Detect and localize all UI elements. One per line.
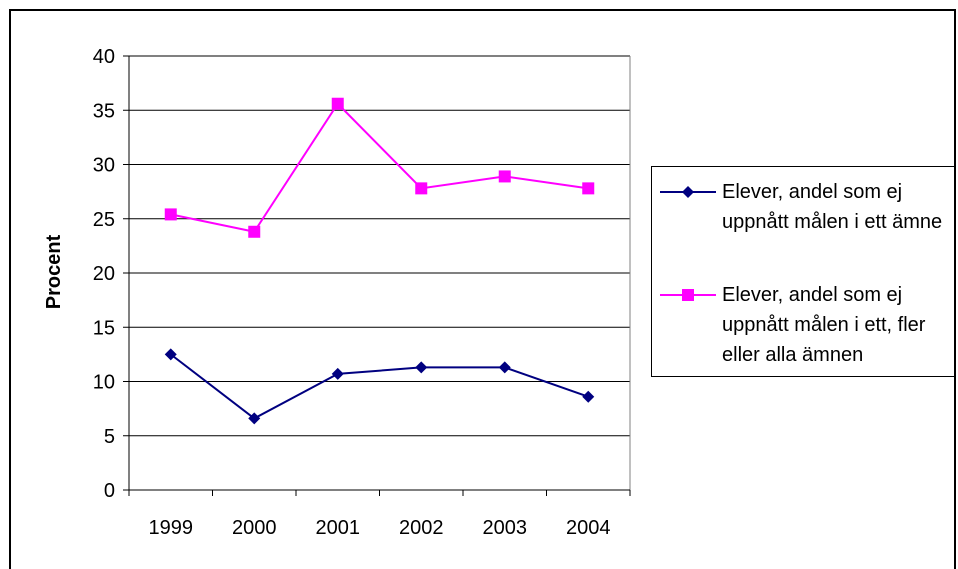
y-tick-label-40: 40 [93,46,115,68]
y-tick-label-5: 5 [104,426,115,448]
series-2-line [170,102,589,233]
x-tick-label-2002: 2002 [399,517,444,539]
legend-label-series-1: Elever, andel som ej uppnått målen i ett… [722,181,943,233]
y-tick-label-25: 25 [93,209,115,231]
series-2-point-2002 [415,182,428,195]
legend-swatch-series-1 [660,186,716,198]
y-tick-label-35: 35 [93,100,115,122]
series-2-point-2000 [248,225,261,238]
series-2 [164,97,595,238]
legend-swatch-series-2 [660,289,716,301]
legend-label-series-2: Elever, andel som ej uppnått målen i ett… [722,284,926,366]
y-tick-label-10: 10 [93,372,115,394]
legend: Elever, andel som ej uppnått målen i ett… [651,166,955,377]
chart-frame [9,9,956,569]
x-tick-label-2003: 2003 [483,517,528,539]
y-axis-label: Procent [43,234,65,309]
series-2-point-2001 [331,97,344,110]
gridlines [129,55,631,490]
y-tick-label-15: 15 [93,317,115,339]
y-tick-label-20: 20 [93,263,115,285]
series-2-point-2004 [582,182,595,195]
y-tick-label-0: 0 [104,480,115,502]
series-1-point-2001 [331,367,344,380]
series-1-line [170,353,589,420]
series-lines [164,97,595,425]
series-1-point-2002 [415,361,428,374]
y-tick-label-30: 30 [93,155,115,177]
axes [123,55,631,496]
tick-labels: 0 5 10 15 20 25 30 35 40 1999 2000 2001 2002 2003 2004 [93,46,611,539]
series-1-point-2004 [582,390,595,403]
series-2-point-2003 [498,170,511,183]
series-1-point-2000 [248,412,261,425]
series-1 [164,348,595,425]
x-tick-label-2001: 2001 [316,517,361,539]
series-1-point-2003 [498,361,511,374]
series-2-point-1999 [164,208,177,221]
x-tick-label-1999: 1999 [149,517,194,539]
x-tick-label-2004: 2004 [566,517,611,539]
x-tick-label-2000: 2000 [232,517,277,539]
series-1-point-1999 [164,348,177,361]
